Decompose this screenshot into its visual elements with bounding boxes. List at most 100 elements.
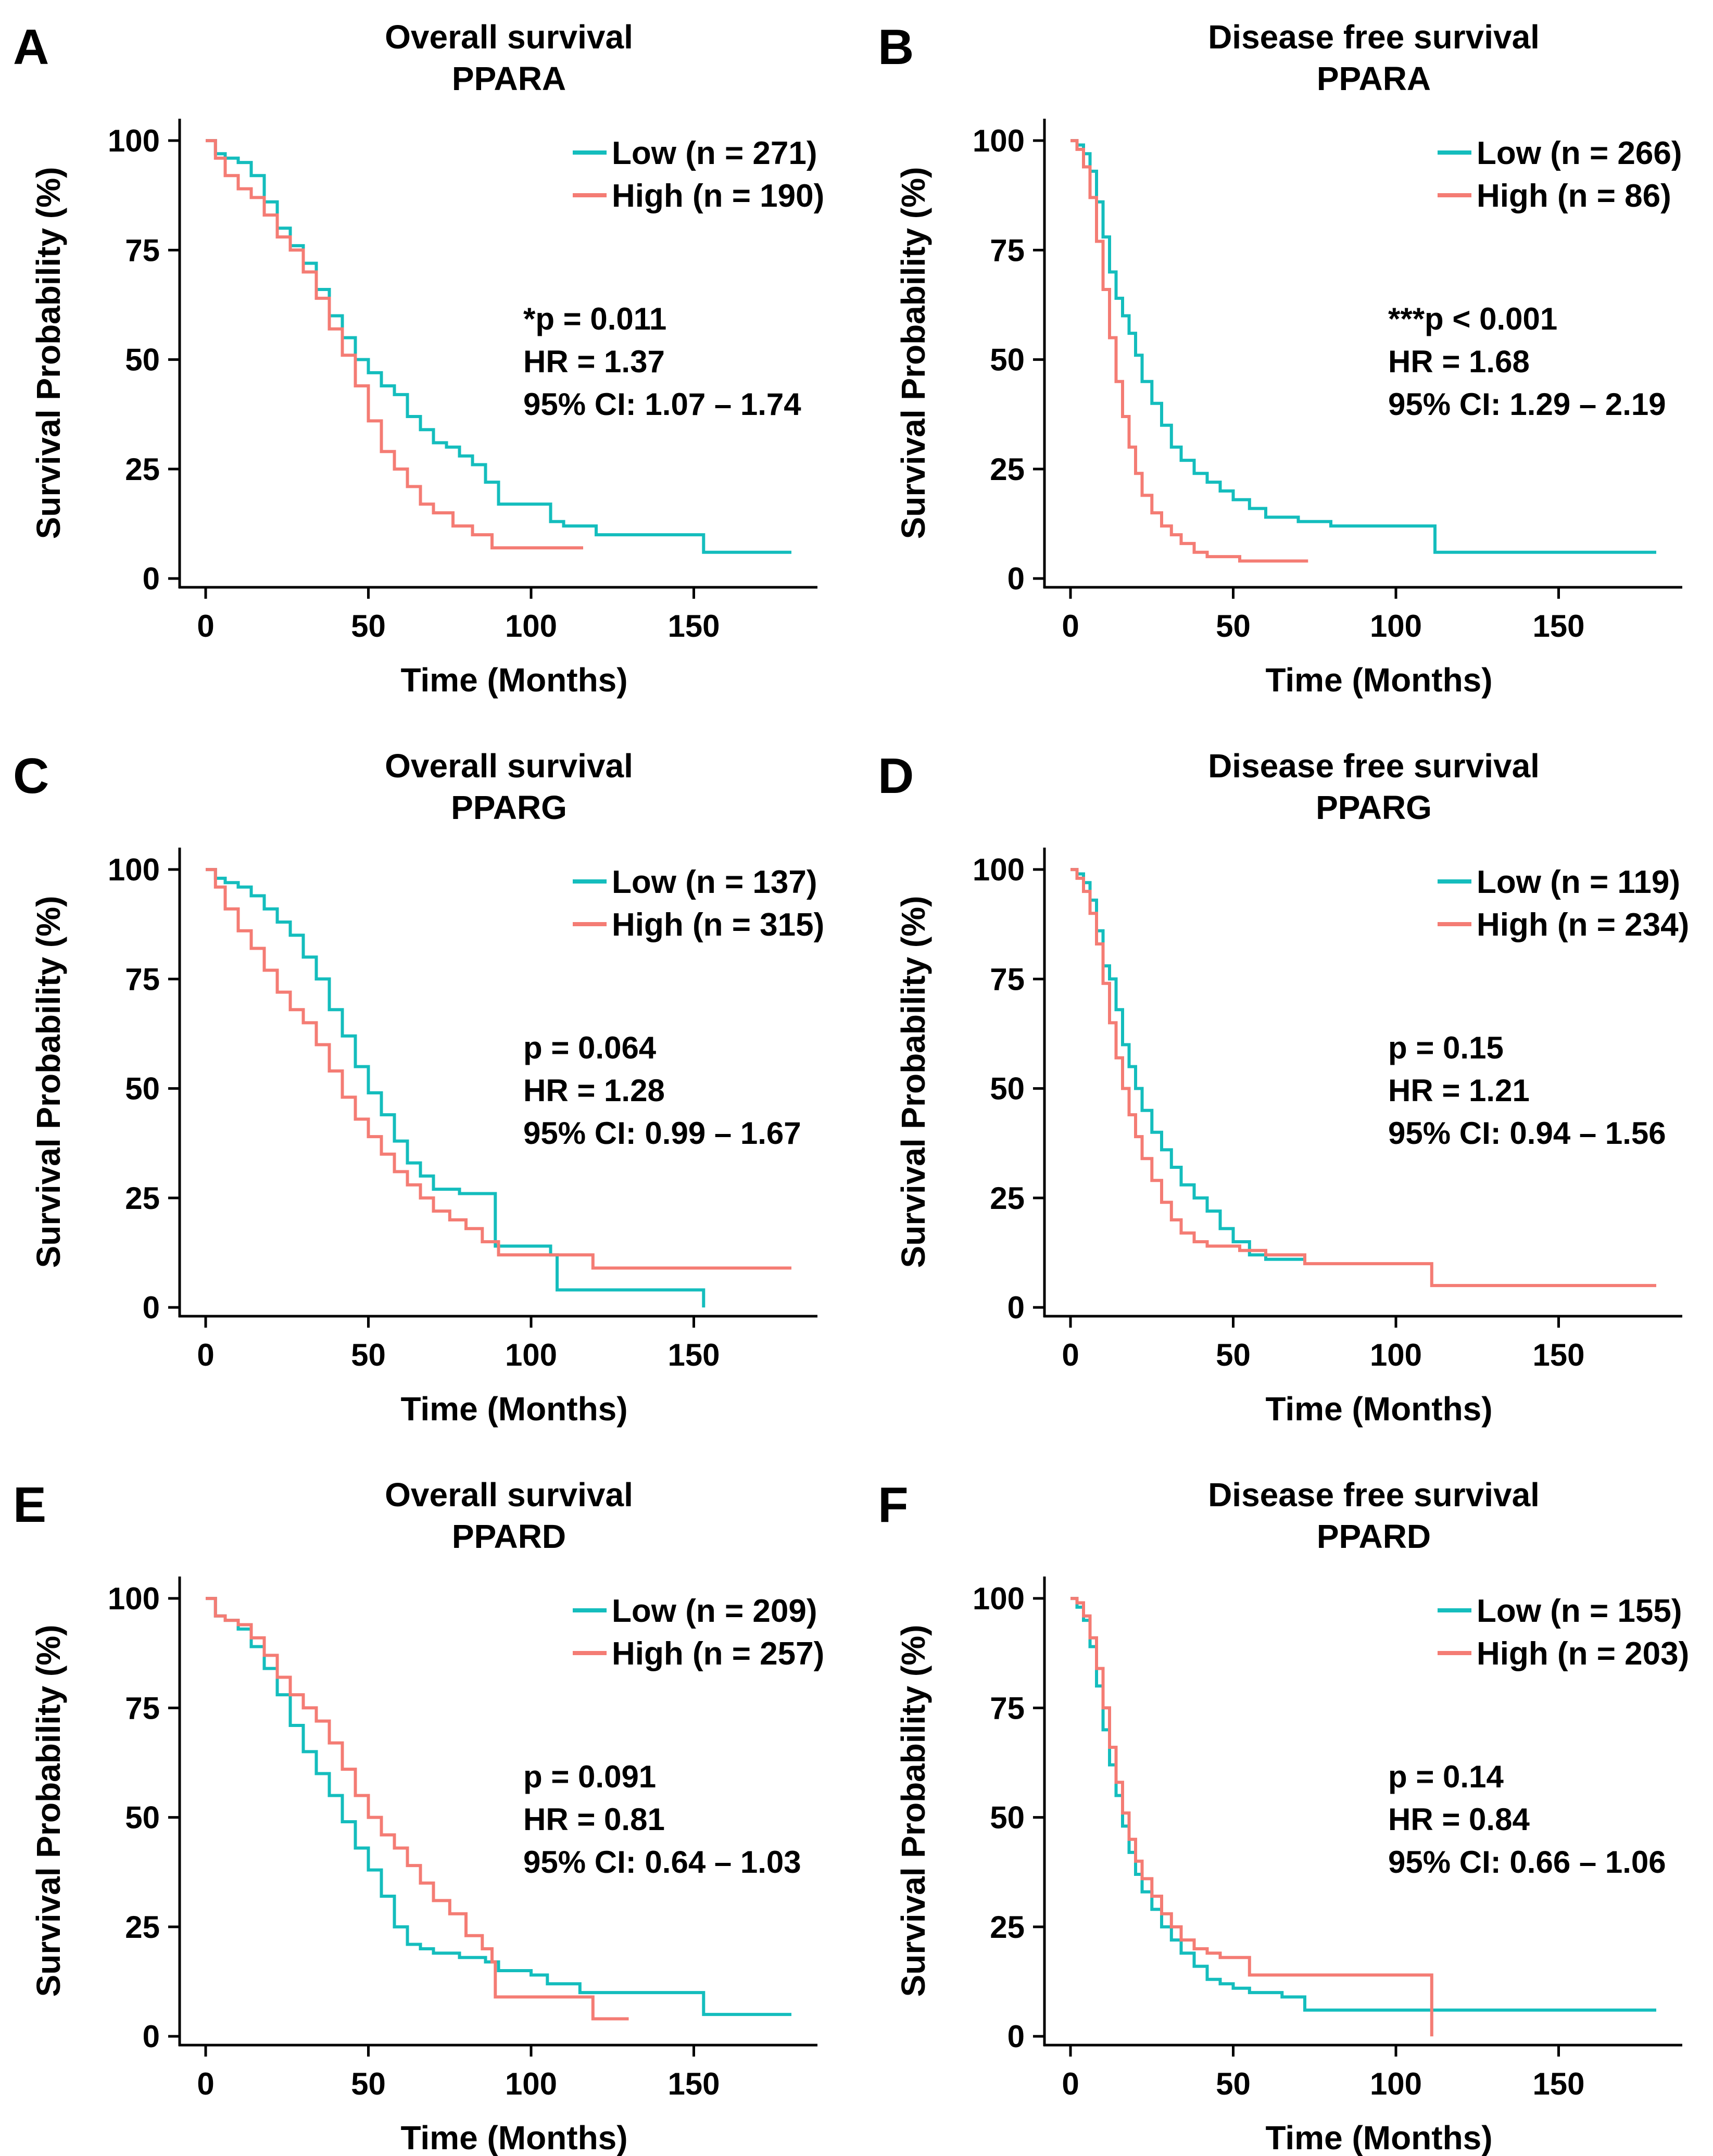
x-axis-label: Time (Months) xyxy=(400,661,627,699)
x-tick-label: 0 xyxy=(1062,1338,1079,1372)
y-tick-label: 75 xyxy=(990,1691,1025,1725)
panel-letter: B xyxy=(878,19,914,75)
chart-gene: PPARA xyxy=(1317,60,1431,97)
survival-curve-low xyxy=(206,868,706,1308)
chart-gene: PPARG xyxy=(1316,789,1432,826)
x-tick-label: 150 xyxy=(667,2066,720,2101)
panel-letter: F xyxy=(878,1477,909,1533)
x-axis-label: Time (Months) xyxy=(1265,661,1492,699)
y-axis-label: Survival Probability (%) xyxy=(30,167,67,539)
x-tick-label: 100 xyxy=(505,609,557,644)
chart-title: Overall survival xyxy=(385,18,633,56)
y-tick-label: 25 xyxy=(990,1181,1025,1216)
legend-label-high: High (n = 203) xyxy=(1477,1636,1689,1672)
x-tick-label: 150 xyxy=(1532,609,1584,644)
stat-line: 95% CI: 0.66 – 1.06 xyxy=(1388,1845,1666,1880)
stat-line: *p = 0.011 xyxy=(523,301,666,336)
y-tick-label: 50 xyxy=(990,343,1025,377)
x-axis-label: Time (Months) xyxy=(1265,2119,1492,2156)
survival-curve-low xyxy=(206,139,791,554)
x-tick-label: 50 xyxy=(351,2066,386,2101)
legend-label-high: High (n = 190) xyxy=(612,178,824,214)
x-tick-label: 100 xyxy=(1370,609,1422,644)
legend-label-low: Low (n = 119) xyxy=(1477,864,1680,900)
survival-curve-low xyxy=(1070,1597,1656,2012)
legend-label-high: High (n = 257) xyxy=(612,1636,824,1672)
y-axis-label: Survival Probability (%) xyxy=(895,167,932,539)
y-tick-label: 75 xyxy=(990,962,1025,997)
y-tick-label: 0 xyxy=(143,2019,160,2054)
x-tick-label: 0 xyxy=(197,1338,214,1372)
panel-c: C Overall survival PPARG 0 50 100 150 0 25 50 75 10… xyxy=(13,747,824,1428)
legend-label-low: Low (n = 271) xyxy=(612,135,817,171)
legend-label-low: Low (n = 137) xyxy=(612,864,817,900)
axes xyxy=(178,848,817,1318)
stat-line: 95% CI: 0.64 – 1.03 xyxy=(523,1845,801,1880)
y-tick-label: 25 xyxy=(125,1181,160,1216)
stat-line: HR = 1.28 xyxy=(523,1073,665,1108)
x-tick-label: 150 xyxy=(1532,2066,1584,2101)
chart-title: Overall survival xyxy=(385,1476,633,1514)
survival-curve-low xyxy=(1070,868,1305,1261)
stat-line: 95% CI: 1.07 – 1.74 xyxy=(523,387,801,422)
x-tick-label: 50 xyxy=(351,1338,386,1372)
legend-label-low: Low (n = 266) xyxy=(1477,135,1682,171)
y-tick-label: 75 xyxy=(125,233,160,268)
legend-label-high: High (n = 86) xyxy=(1477,178,1671,214)
x-tick-label: 0 xyxy=(1062,2066,1079,2101)
chart-gene: PPARG xyxy=(451,789,567,826)
axes xyxy=(1043,848,1682,1318)
x-tick-label: 50 xyxy=(1216,2066,1251,2101)
chart-gene: PPARD xyxy=(1317,1518,1431,1555)
x-tick-label: 150 xyxy=(667,1338,720,1372)
survival-curve-high xyxy=(1070,139,1308,563)
x-tick-label: 150 xyxy=(667,609,720,644)
stat-line: HR = 0.84 xyxy=(1388,1802,1530,1837)
panel-letter: C xyxy=(13,748,49,804)
x-tick-label: 100 xyxy=(505,1338,557,1372)
stat-line: HR = 1.37 xyxy=(523,344,665,379)
y-tick-label: 0 xyxy=(1007,1290,1025,1325)
x-tick-label: 50 xyxy=(351,609,386,644)
y-tick-label: 25 xyxy=(990,452,1025,487)
x-tick-label: 100 xyxy=(1370,1338,1422,1372)
survival-curve-high xyxy=(1070,1597,1433,2037)
chart-title: Disease free survival xyxy=(1208,1476,1540,1514)
x-axis-label: Time (Months) xyxy=(1265,1390,1492,1428)
y-tick-label: 75 xyxy=(125,1691,160,1725)
y-tick-label: 50 xyxy=(990,1800,1025,1835)
x-tick-label: 50 xyxy=(1216,1338,1251,1372)
stat-line: ***p < 0.001 xyxy=(1388,301,1557,336)
chart-gene: PPARD xyxy=(452,1518,566,1555)
y-tick-label: 25 xyxy=(125,1910,160,1945)
y-tick-label: 50 xyxy=(125,1071,160,1106)
y-axis-label: Survival Probability (%) xyxy=(895,1625,932,1997)
stat-line: p = 0.091 xyxy=(523,1759,656,1794)
y-tick-label: 75 xyxy=(990,233,1025,268)
survival-curve-low xyxy=(1070,139,1656,554)
stat-line: 95% CI: 1.29 – 2.19 xyxy=(1388,387,1666,422)
y-tick-label: 25 xyxy=(125,452,160,487)
x-axis-label: Time (Months) xyxy=(400,1390,627,1428)
panel-e: E Overall survival PPARD 0 50 100 150 0 25 50 75 10… xyxy=(13,1476,824,2156)
stat-line: 95% CI: 0.94 – 1.56 xyxy=(1388,1116,1666,1151)
y-tick-label: 50 xyxy=(125,343,160,377)
chart-title: Disease free survival xyxy=(1208,747,1540,785)
y-tick-label: 50 xyxy=(990,1071,1025,1106)
y-tick-label: 100 xyxy=(108,123,160,158)
y-tick-label: 100 xyxy=(973,123,1025,158)
y-tick-label: 100 xyxy=(108,852,160,887)
panel-letter: E xyxy=(13,1477,46,1533)
stat-line: 95% CI: 0.99 – 1.67 xyxy=(523,1116,801,1151)
chart-title: Overall survival xyxy=(385,747,633,785)
survival-curve-high xyxy=(206,139,583,550)
y-tick-label: 0 xyxy=(143,1290,160,1325)
y-tick-label: 100 xyxy=(973,1581,1025,1616)
axes xyxy=(178,1577,817,2047)
y-tick-label: 0 xyxy=(1007,2019,1025,2054)
stat-line: HR = 1.21 xyxy=(1388,1073,1530,1108)
y-axis-label: Survival Probability (%) xyxy=(30,1625,67,1997)
axes xyxy=(1043,119,1682,589)
stat-line: HR = 0.81 xyxy=(523,1802,665,1837)
